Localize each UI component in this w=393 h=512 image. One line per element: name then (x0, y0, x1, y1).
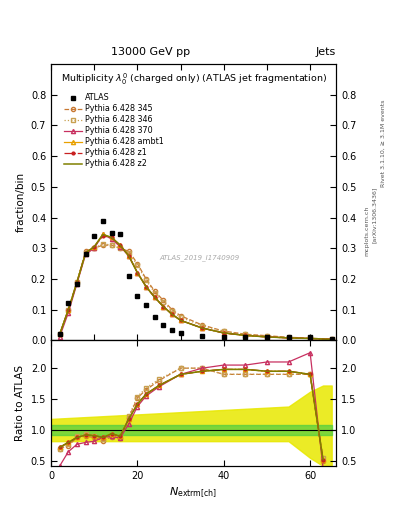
Legend: ATLAS, Pythia 6.428 345, Pythia 6.428 346, Pythia 6.428 370, Pythia 6.428 ambt1,: ATLAS, Pythia 6.428 345, Pythia 6.428 34… (61, 90, 167, 172)
Text: Multiplicity $\lambda_0^0$ (charged only) (ATLAS jet fragmentation): Multiplicity $\lambda_0^0$ (charged only… (61, 72, 327, 88)
Text: mcplots.cern.ch: mcplots.cern.ch (364, 205, 369, 255)
Y-axis label: fraction/bin: fraction/bin (15, 172, 25, 232)
Y-axis label: Ratio to ATLAS: Ratio to ATLAS (15, 365, 25, 441)
Text: [arXiv:1306.3436]: [arXiv:1306.3436] (372, 187, 376, 243)
Text: 13000 GeV pp: 13000 GeV pp (111, 47, 190, 57)
Text: ATLAS_2019_I1740909: ATLAS_2019_I1740909 (159, 254, 239, 261)
Text: Jets: Jets (316, 47, 336, 57)
X-axis label: $N_{\mathrm{extrm[ch]}}$: $N_{\mathrm{extrm[ch]}}$ (169, 486, 218, 501)
Text: Rivet 3.1.10, ≥ 3.1M events: Rivet 3.1.10, ≥ 3.1M events (381, 100, 386, 187)
